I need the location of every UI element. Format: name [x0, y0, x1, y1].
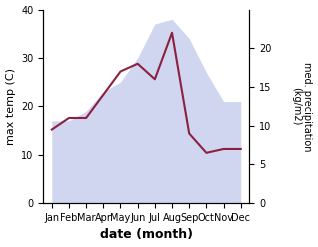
X-axis label: date (month): date (month)	[100, 228, 193, 242]
Y-axis label: max temp (C): max temp (C)	[5, 68, 16, 145]
Y-axis label: med. precipitation
(kg/m2): med. precipitation (kg/m2)	[291, 62, 313, 151]
